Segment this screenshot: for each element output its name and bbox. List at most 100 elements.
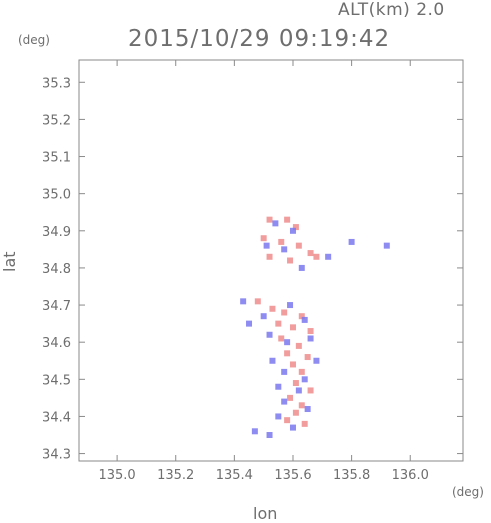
negative-point [251,428,258,435]
negative-point [275,413,282,420]
plot-frame [78,59,464,462]
positive-point [295,342,302,349]
positive-point [307,250,314,257]
y-tick: 34.4 [42,410,463,425]
positive-point [307,328,314,335]
positive-point [281,309,288,316]
x-tick-label: 135.4 [216,468,253,483]
positive-point [298,402,305,409]
negative-point [301,376,308,383]
positive-point [284,417,291,424]
altitude-label: ALT(km) 2.0 [338,0,445,20]
positive-point [301,420,308,427]
positive-point [298,313,305,320]
negative-point [298,264,305,271]
negative-point [383,242,390,249]
positive-point [278,335,285,342]
negative-point [266,432,273,439]
x-tick-label: 136.0 [392,468,429,483]
x-tick: 136.0 [392,60,429,483]
negative-point [275,383,282,390]
negative-point [295,387,302,394]
y-tick-label: 34.7 [42,299,71,314]
positive-point [292,224,299,231]
x-tick-label: 135.6 [274,468,311,483]
positive-point [287,394,294,401]
negative-point [307,335,314,342]
negative-point [266,331,273,338]
y-tick-label: 35.1 [42,151,71,166]
y-tick-label: 35.2 [42,113,71,128]
positive-point [304,354,311,361]
y-tick-label: 34.4 [42,410,71,425]
positive-point [313,253,320,260]
positive-point [307,387,314,394]
positive-point [266,253,273,260]
negative-point [287,302,294,309]
data-points [240,216,390,439]
y-tick: 34.6 [42,336,463,351]
positive-point [289,324,296,331]
negative-point [304,406,311,413]
positive-point [289,361,296,368]
negative-point [348,238,355,245]
positive-point [292,380,299,387]
negative-point [272,220,279,227]
negative-point [281,368,288,375]
positive-point [269,305,276,312]
y-tick-label: 34.5 [42,373,71,388]
y-tick: 35.2 [42,113,463,128]
y-tick: 34.3 [42,448,463,463]
x-tick-label: 135.8 [333,468,370,483]
x-tick: 135.2 [157,60,194,483]
positive-point [275,320,282,327]
y-tick: 34.8 [42,262,463,277]
x-tick: 135.4 [216,60,253,483]
negative-point [325,253,332,260]
y-tick-label: 34.3 [42,448,71,463]
negative-point [281,398,288,405]
positive-point [260,235,267,242]
y-tick-label: 35.3 [42,76,71,91]
negative-point [284,339,291,346]
x-axis-label: lon [253,504,278,523]
x-axis-unit: (deg) [452,485,484,499]
positive-point [284,350,291,357]
x-tick: 135.0 [98,60,136,483]
chart-title-timestamp: 2015/10/29 09:19:42 [128,26,391,52]
negative-point [240,298,247,305]
positive-point [266,216,273,223]
y-tick-label: 34.9 [42,225,71,240]
x-tick-label: 135.0 [98,468,135,483]
y-tick: 35.1 [42,151,463,166]
positive-point [292,409,299,416]
negative-point [269,357,276,364]
x-axis: 135.0 135.2 135.4 135.6 135.8 136.0 [98,60,429,483]
positive-point [295,242,302,249]
y-tick: 34.9 [42,225,463,240]
y-tick: 35.0 [42,188,463,203]
positive-point [254,298,261,305]
negative-point [260,313,267,320]
positive-point [287,257,294,264]
y-tick-label: 34.6 [42,336,71,351]
y-axis: 34.3 34.4 34.5 34.6 34.7 34.8 34.9 35.0 35.1 35.2… [42,76,463,463]
negative-point [289,227,296,234]
y-tick-label: 34.8 [42,262,71,277]
negative-point [301,316,308,323]
y-axis-unit: (deg) [18,33,50,47]
y-tick: 34.5 [42,373,463,388]
positive-point [298,368,305,375]
x-tick-label: 135.2 [157,468,194,483]
positive-point [278,238,285,245]
negative-point [289,424,296,431]
positive-point [284,216,291,223]
negative-point [246,320,253,327]
x-tick: 135.8 [333,60,370,483]
y-tick: 34.7 [42,299,463,314]
negative-point [281,246,288,253]
negative-point [313,357,320,364]
y-tick: 35.3 [42,76,463,91]
y-tick-label: 35.0 [42,188,71,203]
